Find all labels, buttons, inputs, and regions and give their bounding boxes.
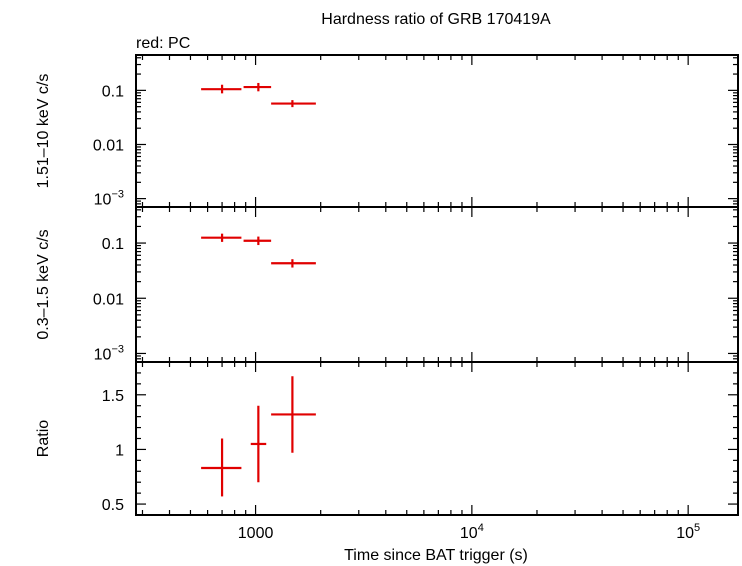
y-tick-label: 0.5 bbox=[102, 497, 124, 514]
plot-panels: 0.1 0.01 10−3 1.51–10 keV c/s 0.1 0.01 10−3 0.3… bbox=[35, 54, 739, 542]
x-tick-label: 104 bbox=[460, 522, 484, 542]
y-tick-label: 1 bbox=[115, 442, 124, 459]
panel-1: 0.1 0.01 10−3 1.51–10 keV c/s bbox=[35, 54, 739, 209]
y-tick-label: 0.1 bbox=[102, 83, 124, 100]
y-axis-label: Ratio bbox=[35, 420, 52, 457]
chart-title: Hardness ratio of GRB 170419A bbox=[321, 11, 551, 28]
y-tick-label: 1.5 bbox=[102, 388, 124, 405]
series-pc bbox=[201, 82, 316, 108]
x-ticks bbox=[141, 55, 689, 207]
data-point bbox=[271, 259, 316, 268]
panel-3: 0.5 1 1.5 Ratio bbox=[35, 361, 739, 516]
panel-frame bbox=[135, 54, 739, 208]
y-ticks bbox=[136, 57, 738, 208]
y-axis-label: 1.51–10 keV c/s bbox=[35, 74, 52, 189]
data-point bbox=[243, 82, 272, 92]
series-pc bbox=[201, 233, 316, 268]
y-axis-label: 0.3–1.5 keV c/s bbox=[35, 229, 52, 339]
y-ticks bbox=[136, 361, 738, 516]
data-point bbox=[201, 438, 242, 497]
y-ticks bbox=[136, 209, 738, 363]
x-axis-label: Time since BAT trigger (s) bbox=[344, 547, 528, 564]
x-ticks bbox=[141, 362, 689, 515]
y-tick-label: 0.01 bbox=[93, 291, 124, 308]
data-point bbox=[243, 236, 272, 246]
panel-2: 0.1 0.01 10−3 0.3–1.5 keV c/s bbox=[35, 206, 739, 363]
series-pc bbox=[201, 376, 316, 497]
legend-label: red: PC bbox=[136, 35, 190, 52]
panel-frame bbox=[135, 361, 739, 516]
data-point bbox=[271, 100, 316, 108]
y-tick-label: 0.1 bbox=[102, 236, 124, 253]
x-tick-label: 105 bbox=[676, 522, 700, 542]
x-tick-labels: 1000 104 105 bbox=[238, 522, 700, 542]
y-tick-label: 10−3 bbox=[94, 189, 124, 209]
data-point bbox=[250, 405, 267, 483]
x-tick-label: 1000 bbox=[238, 525, 274, 542]
data-point bbox=[201, 233, 242, 242]
data-point bbox=[271, 376, 316, 453]
panel-frame bbox=[135, 206, 739, 363]
y-tick-label: 10−3 bbox=[94, 343, 124, 363]
data-point bbox=[201, 84, 242, 94]
x-ticks bbox=[141, 207, 689, 362]
y-tick-label: 0.01 bbox=[93, 137, 124, 154]
